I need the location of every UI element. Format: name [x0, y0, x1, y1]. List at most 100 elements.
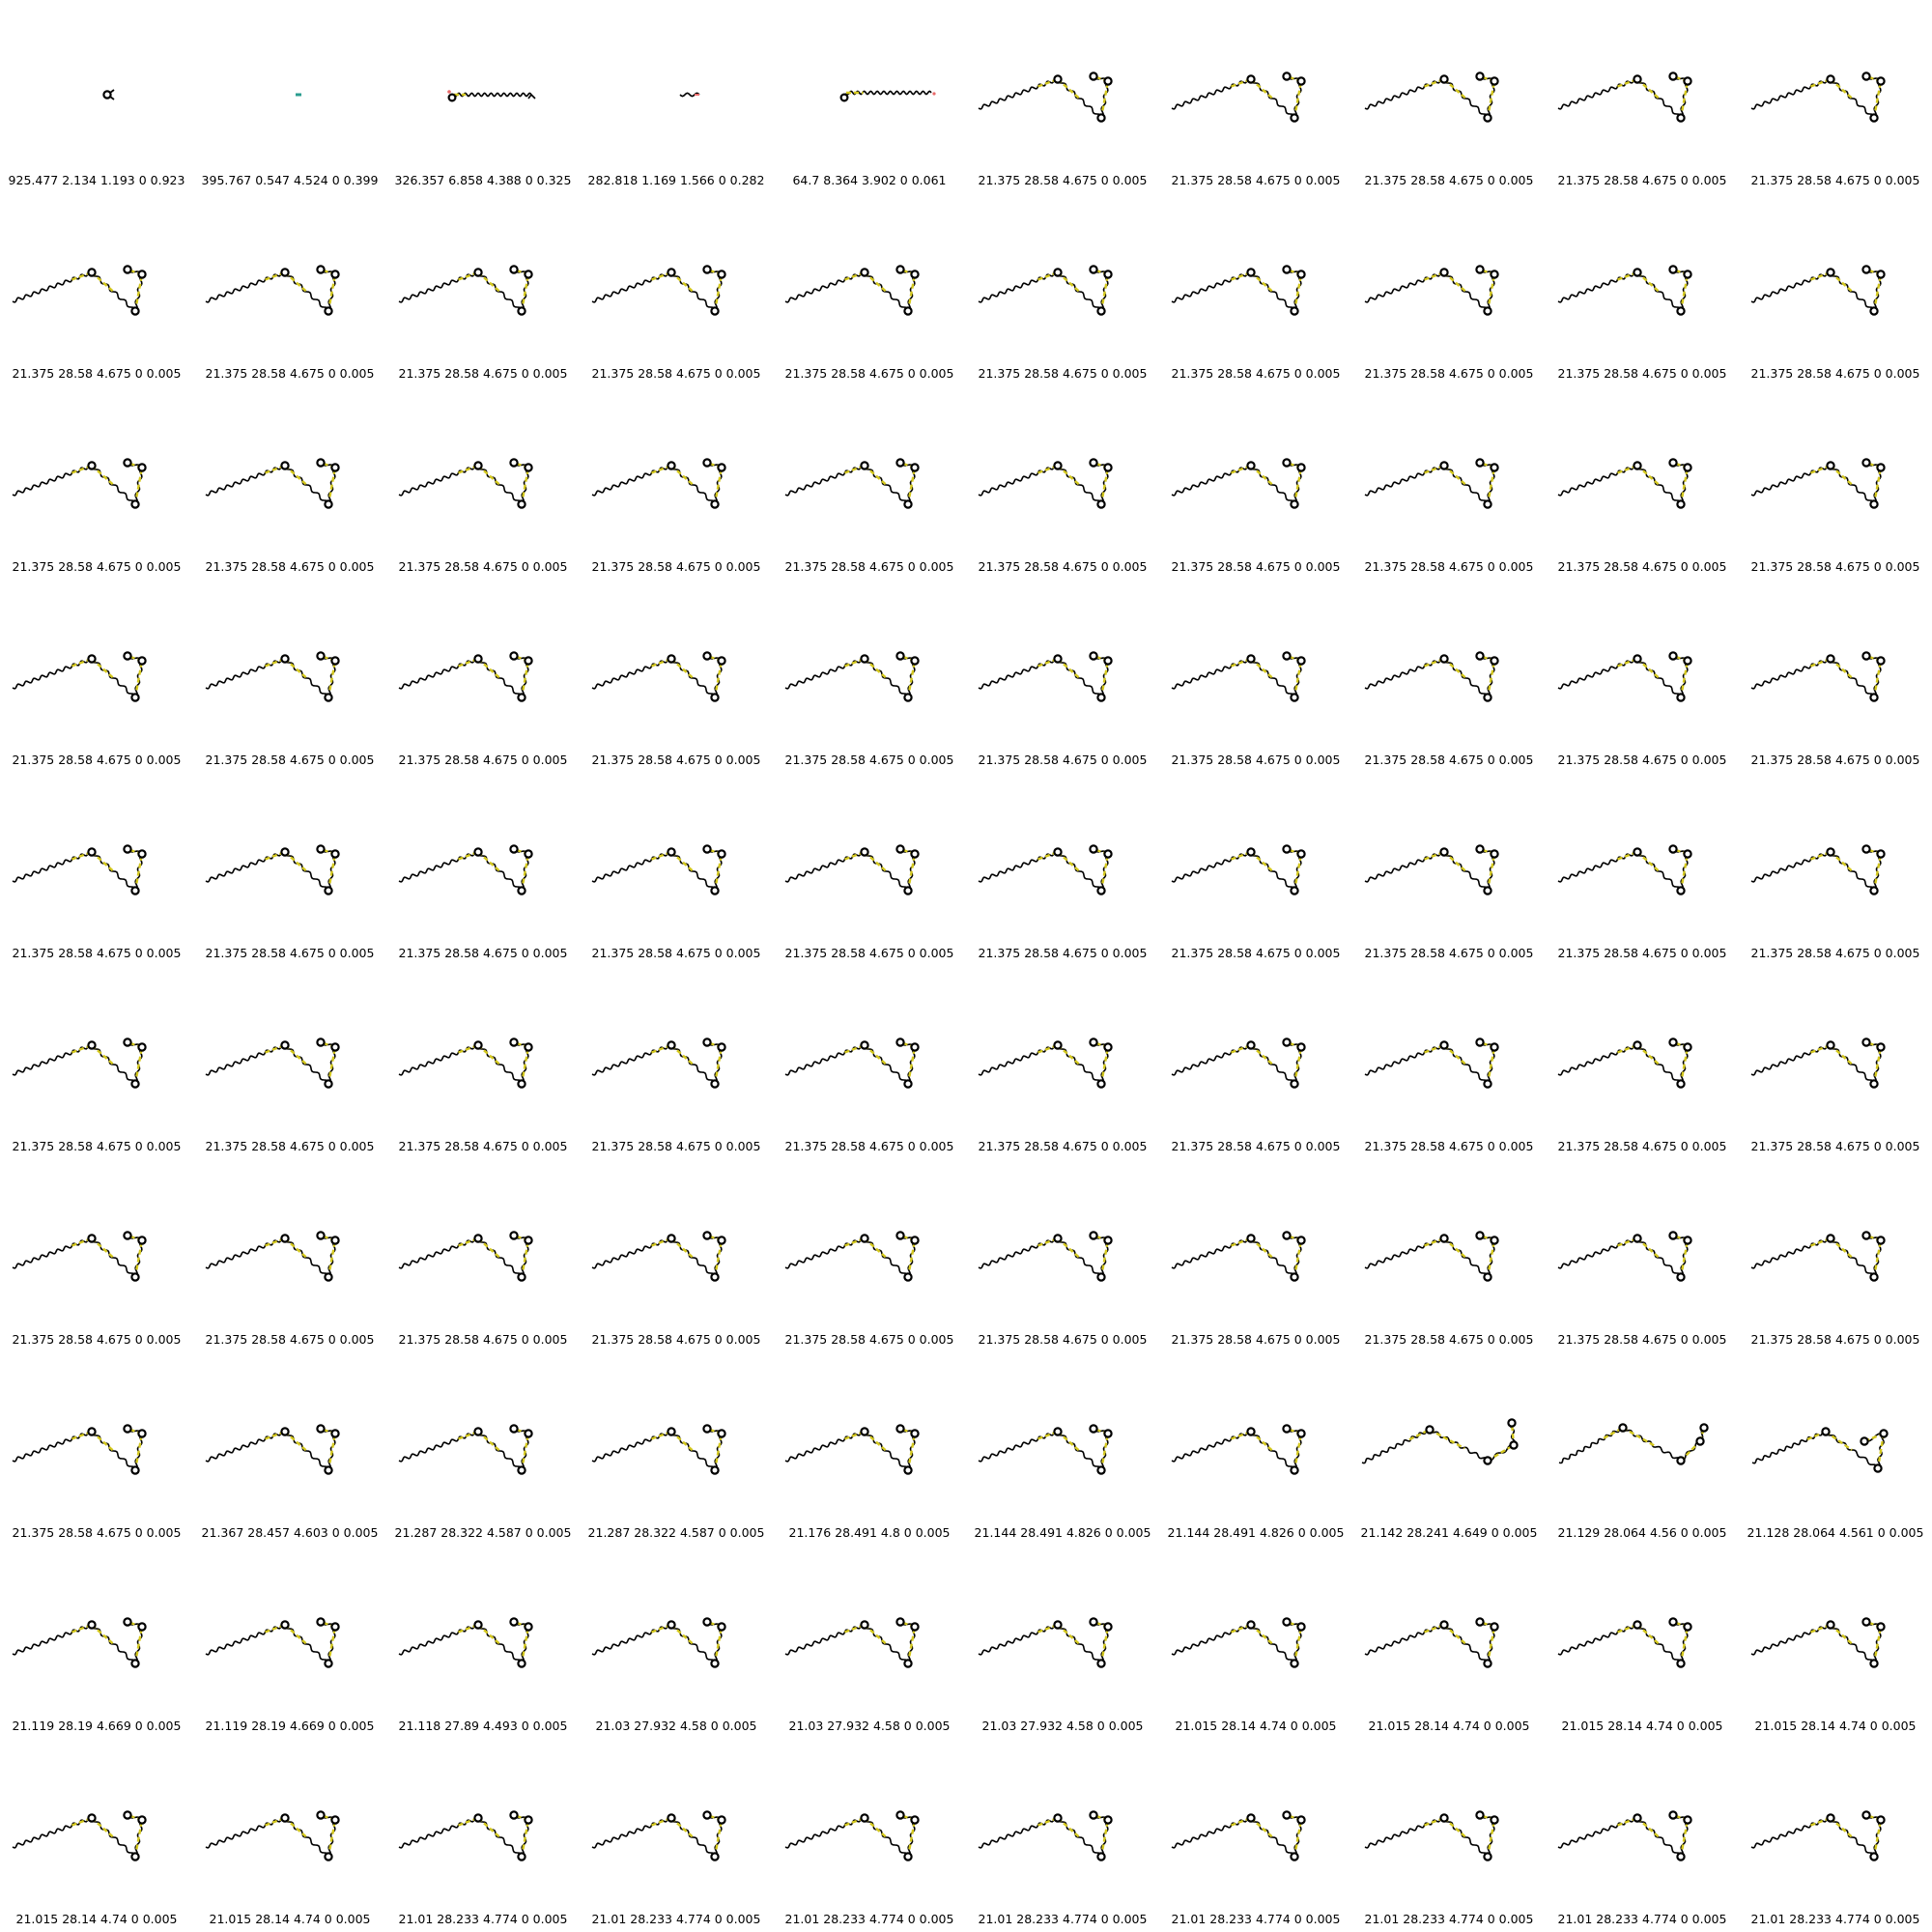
highlight-segment: [522, 273, 530, 304]
panel-caption: 21.01 28.233 4.774 0 0.005: [1364, 1912, 1534, 1926]
highlight-segment: [1101, 273, 1110, 304]
ring-node: [1826, 74, 1835, 84]
highlight-segment: [1250, 1044, 1274, 1065]
ring-node: [1861, 1810, 1871, 1820]
structure-drawing: [978, 1617, 1113, 1668]
structure-drawing: [1171, 1810, 1306, 1861]
structure-drawing: [12, 844, 147, 895]
ring-node: [1483, 886, 1492, 895]
ring-node: [316, 1231, 326, 1240]
highlight-segment: [522, 660, 530, 691]
backbone-segment: [1830, 1044, 1875, 1085]
structure-drawing: [398, 844, 533, 895]
ring-node: [710, 1272, 720, 1282]
ring-node: [316, 844, 326, 854]
structure-drawing: [784, 1617, 920, 1668]
ring-node: [895, 844, 905, 854]
panel-caption: 21.375 28.58 4.675 0 0.005: [784, 1332, 954, 1347]
ring-node: [1861, 844, 1871, 854]
highlight-segment: [864, 1624, 888, 1645]
ring-node: [1683, 1042, 1692, 1052]
structure-panel: 21.375 28.58 4.675 0 0.005: [1546, 580, 1739, 773]
ring-node: [1683, 463, 1692, 472]
backbone-segment: [978, 1816, 1059, 1849]
highlight-segment: [135, 467, 144, 497]
ring-node: [1676, 1659, 1686, 1668]
backbone-segment: [398, 850, 479, 883]
backbone-segment: [91, 851, 136, 892]
structure-drawing: [591, 651, 726, 702]
backbone-segment: [284, 465, 329, 505]
ring-node: [895, 265, 905, 274]
panel-caption: 21.375 28.58 4.675 0 0.005: [978, 173, 1148, 187]
ring-node: [1053, 654, 1063, 664]
highlight-segment: [715, 1819, 724, 1850]
panel-caption: 21.01 28.233 4.774 0 0.005: [591, 1912, 761, 1926]
ring-node: [123, 265, 132, 274]
ring-node: [1668, 1810, 1678, 1820]
structure-panel: 21.375 28.58 4.675 0 0.005: [1739, 1159, 1932, 1352]
ring-node: [524, 1815, 533, 1825]
highlight-segment: [1250, 1817, 1274, 1838]
backbone-segment: [1171, 1430, 1252, 1463]
ring-node: [1869, 886, 1879, 895]
ring-node: [1826, 268, 1835, 277]
panel-caption: 21.01 28.233 4.774 0 0.005: [1171, 1912, 1341, 1926]
structure-panel: 21.01 28.233 4.774 0 0.005: [1159, 1739, 1352, 1932]
structure-panel: 21.375 28.58 4.675 0 0.005: [580, 1159, 773, 1352]
structure-panel: 21.375 28.58 4.675 0 0.005: [580, 386, 773, 580]
highlight-segment: [1250, 1624, 1274, 1645]
ring-node: [1282, 1810, 1292, 1820]
ring-node: [1282, 844, 1292, 854]
ring-node: [710, 306, 720, 316]
ring-node: [1425, 1425, 1435, 1435]
highlight-segment: [91, 658, 115, 679]
ring-node: [895, 1231, 905, 1240]
ring-node: [1695, 1436, 1705, 1446]
structure-panel: 21.375 28.58 4.675 0 0.005: [1159, 0, 1352, 193]
ring-node: [1676, 1272, 1686, 1282]
backbone-segment: [1364, 270, 1445, 303]
ring-node: [1676, 886, 1686, 895]
structure-drawing: [1750, 1617, 1886, 1668]
backbone-segment: [784, 1816, 866, 1849]
panel-caption: 21.375 28.58 4.675 0 0.005: [205, 1332, 375, 1347]
bond-stub: [109, 89, 115, 100]
ring-node: [1439, 847, 1449, 857]
backbone-segment: [591, 850, 672, 883]
ring-node: [1869, 1272, 1879, 1282]
ring-node: [1683, 76, 1692, 86]
ring-node: [447, 93, 457, 102]
panel-caption: 21.129 28.064 4.56 0 0.005: [1557, 1525, 1727, 1540]
structure-drawing: [978, 1231, 1113, 1282]
highlight-segment: [477, 1044, 501, 1065]
ring-node: [280, 1813, 290, 1823]
backbone-segment: [1171, 657, 1252, 690]
backbone-segment: [12, 1623, 93, 1656]
backbone-segment: [784, 657, 866, 690]
backbone-segment: [670, 1624, 716, 1664]
structure-drawing: [784, 651, 920, 702]
panel-caption: 21.367 28.457 4.603 0 0.005: [201, 1525, 379, 1540]
highlight-segment: [1636, 1237, 1661, 1259]
highlight-segment: [908, 1239, 917, 1270]
ring-node: [1290, 1659, 1299, 1668]
highlight-segment: [328, 660, 337, 691]
structure-drawing: [978, 1424, 1113, 1475]
ring-node: [1290, 693, 1299, 702]
panel-caption: 21.375 28.58 4.675 0 0.005: [12, 1139, 182, 1153]
highlight-segment: [1294, 853, 1303, 884]
highlight-segment: [1830, 1817, 1854, 1838]
structure-drawing: [12, 1037, 147, 1089]
backbone-segment: [1250, 1624, 1295, 1664]
ring-node: [1676, 1079, 1686, 1089]
structure-panel: 21.375 28.58 4.675 0 0.005: [0, 966, 193, 1159]
structure-drawing: [398, 1810, 533, 1861]
structure-drawing: [1171, 1617, 1306, 1668]
ring-node: [137, 656, 147, 666]
backbone-segment: [1057, 271, 1102, 312]
ring-node: [903, 1852, 913, 1861]
structure-panel: 21.375 28.58 4.675 0 0.005: [0, 773, 193, 966]
ring-node: [1282, 1037, 1292, 1047]
highlight-segment: [670, 465, 695, 486]
